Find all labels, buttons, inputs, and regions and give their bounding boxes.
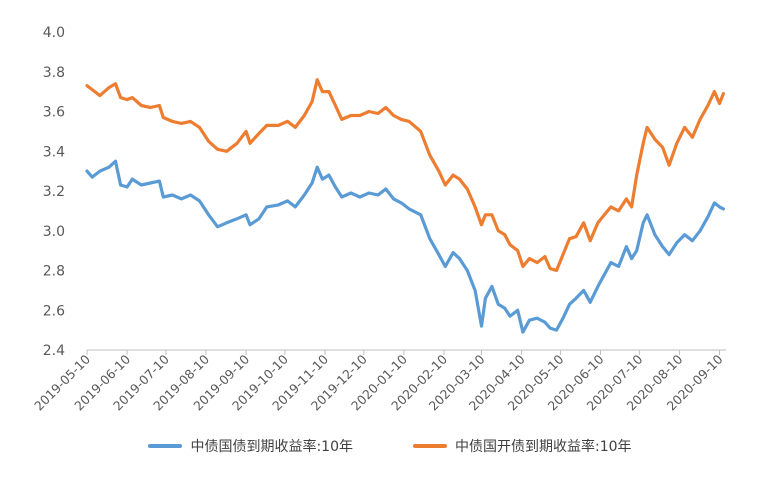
y-tick-label: 2.6 [43, 303, 65, 319]
y-tick-label: 3.6 [43, 105, 65, 121]
y-tick-label: 2.4 [43, 343, 65, 359]
legend-item-cgb: 中债国债到期收益率:10年 [148, 436, 353, 456]
y-tick-label: 3.4 [43, 144, 65, 160]
y-tick-label: 3.2 [43, 184, 65, 200]
series-line-cdb [85, 78, 725, 273]
legend-label-cgb: 中债国债到期收益率:10年 [190, 439, 353, 455]
legend-swatch-cgb [148, 444, 183, 448]
y-tick-label: 4.0 [43, 25, 65, 41]
x-axis: 2019-05-102019-06-102019-07-102019-08-10… [31, 349, 726, 413]
legend-item-cdb: 中债国开债到期收益率:10年 [413, 436, 632, 456]
y-tick-label: 3.0 [43, 224, 65, 240]
legend-label-cdb: 中债国开债到期收益率:10年 [455, 439, 632, 455]
legend: 中债国债到期收益率:10年 中债国开债到期收益率:10年 [0, 434, 780, 458]
series-layer [85, 78, 725, 334]
legend-swatch-cdb [413, 444, 447, 448]
y-tick-label: 3.8 [43, 65, 65, 81]
y-axis: 2.4 2.6 2.8 3.0 3.2 3.4 3.6 3.8 4.0 [43, 25, 65, 359]
series-line-cgb [85, 159, 725, 334]
y-tick-label: 2.8 [43, 264, 65, 280]
